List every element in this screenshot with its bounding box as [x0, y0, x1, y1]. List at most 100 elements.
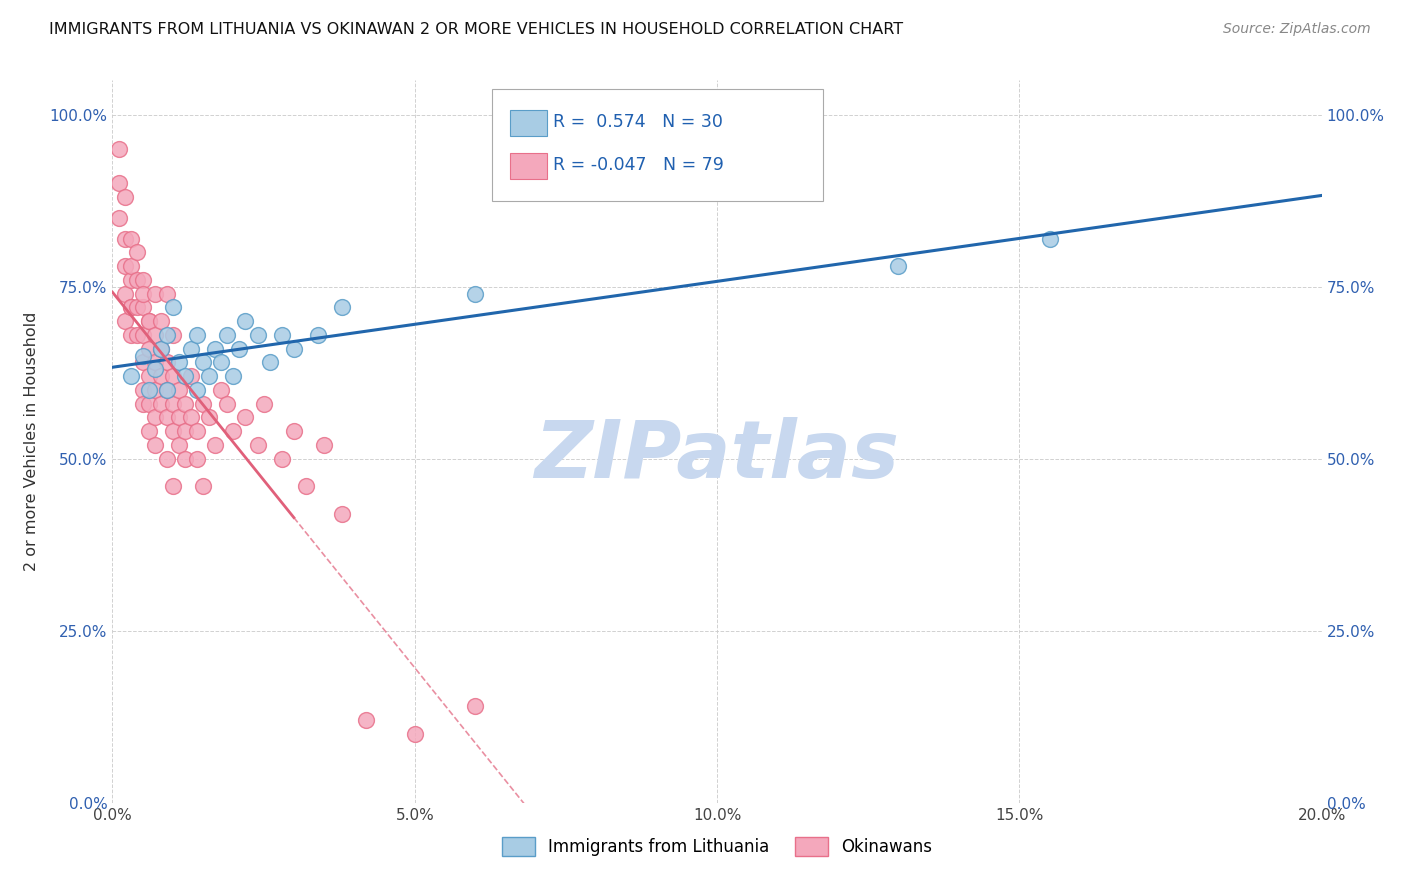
Point: [138, 383, 160, 397]
Point: [270, 451, 292, 466]
Point: [167, 438, 190, 452]
Point: [120, 301, 142, 315]
Point: [174, 451, 197, 466]
Point: [156, 383, 179, 397]
Point: [235, 314, 257, 328]
Point: [314, 438, 336, 452]
Point: [204, 438, 226, 452]
Point: [138, 314, 160, 328]
Point: [143, 383, 166, 397]
Point: [143, 286, 166, 301]
Point: [191, 355, 214, 369]
Point: [270, 327, 292, 342]
Point: [167, 383, 190, 397]
Point: [464, 699, 486, 714]
Point: [138, 369, 160, 384]
Point: [217, 327, 239, 342]
Point: [138, 397, 160, 411]
Point: [125, 327, 148, 342]
Point: [132, 349, 155, 363]
Point: [246, 438, 269, 452]
Point: [120, 231, 142, 245]
Point: [174, 424, 197, 438]
Text: ZIPatlas: ZIPatlas: [534, 417, 900, 495]
Point: [149, 314, 172, 328]
Point: [107, 142, 129, 156]
Point: [295, 479, 318, 493]
Point: [162, 369, 184, 384]
Point: [125, 245, 148, 260]
Point: [114, 286, 136, 301]
Point: [143, 327, 166, 342]
Point: [204, 342, 226, 356]
Point: [167, 410, 190, 425]
Point: [156, 327, 179, 342]
Point: [114, 190, 136, 204]
Point: [283, 424, 305, 438]
Point: [330, 301, 353, 315]
Point: [174, 369, 197, 384]
Point: [149, 397, 172, 411]
Point: [132, 273, 155, 287]
Point: [464, 286, 486, 301]
Point: [125, 273, 148, 287]
Text: R = -0.047   N = 79: R = -0.047 N = 79: [553, 156, 724, 174]
Text: R =  0.574   N = 30: R = 0.574 N = 30: [553, 113, 723, 131]
Point: [120, 273, 142, 287]
Point: [180, 342, 202, 356]
Point: [156, 410, 179, 425]
Point: [107, 211, 129, 225]
Point: [235, 410, 257, 425]
Point: [404, 727, 426, 741]
Point: [198, 410, 221, 425]
Point: [125, 301, 148, 315]
Point: [222, 424, 245, 438]
Point: [138, 342, 160, 356]
Point: [167, 355, 190, 369]
Point: [156, 451, 179, 466]
Point: [209, 355, 232, 369]
Point: [330, 507, 353, 521]
Point: [132, 397, 155, 411]
Point: [186, 327, 208, 342]
Point: [149, 369, 172, 384]
Point: [222, 369, 245, 384]
Point: [180, 369, 202, 384]
Point: [180, 410, 202, 425]
Text: Source: ZipAtlas.com: Source: ZipAtlas.com: [1223, 22, 1371, 37]
Point: [138, 314, 160, 328]
Point: [186, 424, 208, 438]
Point: [114, 259, 136, 273]
Point: [143, 355, 166, 369]
Point: [887, 259, 910, 273]
Point: [356, 713, 378, 727]
Text: IMMIGRANTS FROM LITHUANIA VS OKINAWAN 2 OR MORE VEHICLES IN HOUSEHOLD CORRELATIO: IMMIGRANTS FROM LITHUANIA VS OKINAWAN 2 …: [49, 22, 903, 37]
Point: [143, 438, 166, 452]
Point: [114, 231, 136, 245]
Point: [209, 383, 232, 397]
Point: [143, 410, 166, 425]
Point: [1038, 231, 1062, 245]
Point: [107, 177, 129, 191]
Point: [132, 301, 155, 315]
Point: [132, 327, 155, 342]
Point: [198, 369, 221, 384]
Point: [246, 327, 269, 342]
Point: [217, 397, 239, 411]
Point: [143, 362, 166, 376]
Point: [132, 355, 155, 369]
Point: [120, 327, 142, 342]
Point: [149, 342, 172, 356]
Point: [120, 259, 142, 273]
Point: [191, 397, 214, 411]
Point: [156, 383, 179, 397]
Point: [114, 314, 136, 328]
Point: [132, 286, 155, 301]
Point: [156, 286, 179, 301]
Point: [283, 342, 305, 356]
Point: [307, 327, 329, 342]
Point: [259, 355, 281, 369]
Point: [228, 342, 250, 356]
Point: [120, 301, 142, 315]
Point: [162, 301, 184, 315]
